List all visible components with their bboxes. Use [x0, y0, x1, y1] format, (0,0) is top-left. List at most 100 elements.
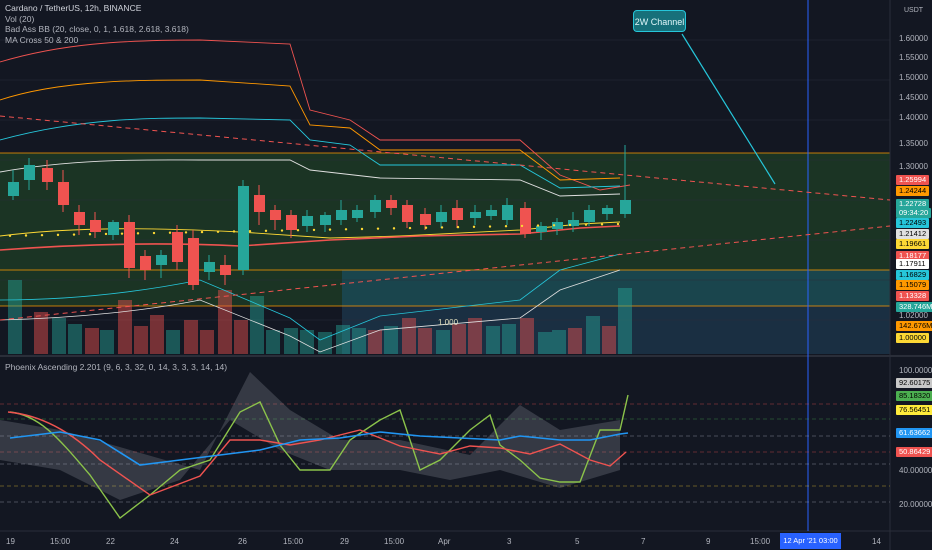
candle-body [320, 215, 331, 225]
candle-body [486, 210, 497, 216]
ma-dot [120, 232, 124, 235]
ma-dot [56, 233, 60, 237]
osc-tick: 100.00000 [899, 366, 932, 375]
candle-body [352, 210, 363, 218]
candle-body [24, 165, 35, 180]
ma-dot [104, 232, 108, 236]
ma-dot [40, 233, 44, 237]
candle-body [602, 208, 613, 214]
price-tag: 1.22728 [896, 199, 930, 209]
ma-dot [184, 231, 188, 234]
candle-body [502, 205, 513, 220]
volume-bar [85, 328, 99, 354]
candle-body [58, 182, 69, 205]
time-tick: 15:00 [750, 537, 771, 546]
ma-dot [408, 226, 412, 230]
candle-body [402, 205, 413, 222]
candle-body [286, 215, 297, 230]
price-tick: 1.35000 [899, 139, 928, 148]
candle-body [520, 208, 531, 234]
bb-indicator-label[interactable]: Bad Ass BB (20, close, 0, 1, 1.618, 2.61… [5, 24, 189, 34]
candle-body [568, 220, 579, 226]
vol-indicator-label[interactable]: Vol (20) [5, 13, 35, 24]
time-tick: 19 [6, 537, 15, 546]
price-tag: 1.13328 [896, 291, 930, 301]
volume-bar [568, 328, 582, 354]
osc-tag: 50.86429 [896, 447, 932, 457]
candle-body [74, 212, 85, 225]
ma-dot [248, 229, 252, 233]
ma-dot [152, 231, 156, 235]
candle-body [124, 222, 135, 268]
volume-bar [166, 330, 180, 354]
time-tick: 29 [340, 537, 349, 546]
time-tick: 15:00 [283, 537, 304, 546]
ma-dot [72, 233, 76, 236]
ma-dot [328, 228, 332, 231]
currency-label: USDT [904, 7, 924, 14]
osc-tag: 61.63662 [896, 428, 932, 438]
candle-body [188, 238, 199, 285]
volume-bar [52, 318, 66, 354]
candle-body [254, 195, 265, 212]
price-tag: 1.00000 [896, 333, 930, 343]
price-tag: 328.746M [896, 302, 932, 312]
candle-body [204, 262, 215, 272]
ma-dot [88, 233, 92, 236]
volume-bar [118, 300, 132, 354]
candle-body [302, 216, 313, 226]
ma-dot [392, 227, 396, 230]
candle-body [8, 182, 19, 196]
osc-cloud [0, 372, 620, 500]
ma-dot [568, 223, 572, 227]
candle-body [238, 186, 249, 270]
volume-bar [418, 328, 432, 354]
candle-body [386, 200, 397, 208]
ma-dot [216, 230, 220, 233]
volume-bar [8, 280, 22, 354]
volume-bar [234, 320, 248, 354]
ma-dot [280, 229, 284, 232]
time-tick: 5 [575, 537, 580, 546]
candle-body [552, 222, 563, 229]
candle-body [90, 220, 101, 232]
ma-dot [456, 225, 460, 229]
ma-dot [440, 226, 444, 229]
ma-dot [200, 230, 204, 234]
osc-tag: 92.60175 [896, 378, 932, 388]
candle-body [470, 212, 481, 218]
symbol-title[interactable]: Cardano / TetherUS, 12h, BINANCE [5, 3, 142, 13]
price-tick: 1.30000 [899, 162, 928, 171]
candle-body [620, 200, 631, 214]
osc-signal-line [7, 411, 627, 496]
price-tick: 1.60000 [899, 34, 928, 43]
price-tag: 1.18177 [896, 251, 930, 261]
candle-body [420, 214, 431, 225]
crosshair-time-label: 12 Apr '21 03:00 [780, 533, 841, 549]
ma-indicator-label[interactable]: MA Cross 50 & 200 [5, 34, 79, 45]
ma-dot [616, 222, 620, 226]
volume-bar [250, 296, 264, 354]
price-tick: 1.45000 [899, 93, 928, 102]
time-tick: 22 [106, 537, 115, 546]
volume-bar [150, 315, 164, 354]
ma-dot [600, 223, 604, 226]
time-tick: 15:00 [50, 537, 71, 546]
candle-body [536, 226, 547, 232]
ma-dot [376, 227, 380, 230]
osc-tick: 20.00000 [899, 500, 932, 509]
volume-bar [134, 326, 148, 354]
candle-body [370, 200, 381, 212]
bb-basis [0, 221, 621, 239]
volume-bar [538, 332, 552, 354]
candle-body [108, 222, 119, 235]
time-tick: Apr [438, 537, 451, 546]
volume-bar [586, 316, 600, 354]
oscillator-title[interactable]: Phoenix Ascending 2.201 (9, 6, 3, 32, 0,… [5, 362, 228, 372]
volume-bar [502, 324, 516, 354]
bb-upper-1 [0, 117, 621, 189]
price-tag: 1.19661 [896, 239, 930, 249]
channel-callout[interactable]: 2W Channel [633, 10, 686, 32]
channel-zone-lower [0, 270, 342, 306]
